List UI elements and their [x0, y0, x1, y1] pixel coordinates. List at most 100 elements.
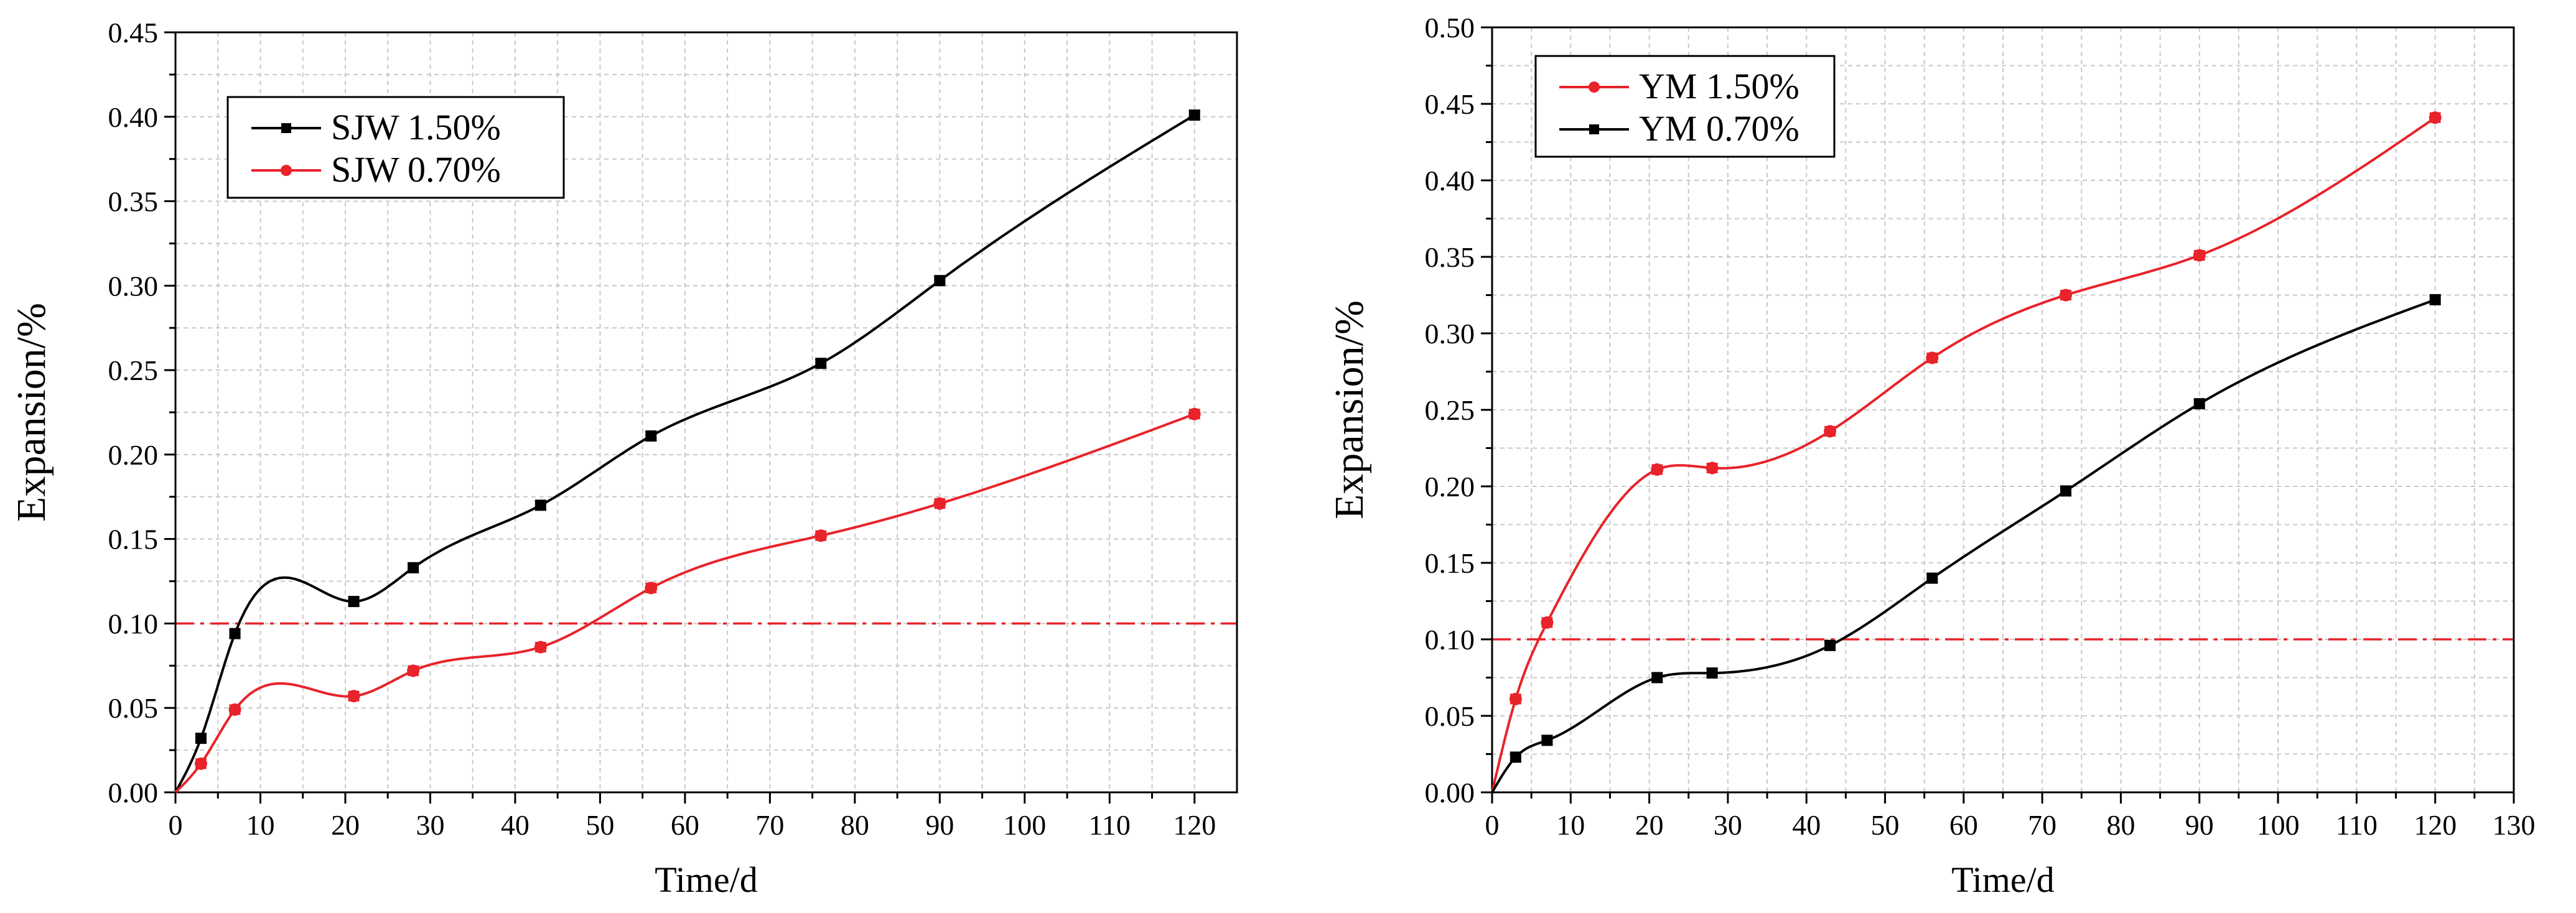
data-point	[2429, 294, 2441, 305]
y-tick-label: 0.45	[1425, 88, 1475, 120]
data-point	[2060, 289, 2073, 302]
x-tick-label: 130	[2493, 809, 2536, 841]
y-tick-label: 0.35	[108, 186, 159, 218]
y-tick-label: 0.20	[1425, 471, 1475, 503]
x-tick-label: 10	[246, 809, 274, 841]
y-tick-label: 0.10	[1425, 624, 1475, 656]
data-point	[1509, 692, 1522, 705]
data-point	[1510, 751, 1521, 763]
x-tick-label: 50	[1871, 809, 1900, 841]
x-tick-label: 120	[2414, 809, 2457, 841]
y-tick-label: 0.05	[1425, 700, 1475, 732]
y-tick-label: 0.45	[108, 17, 159, 49]
data-point	[408, 562, 419, 573]
chart-ym: 0 10 20 30 40 50 60 70 80 90 100 110 120 1300.000.050…	[1327, 12, 2536, 900]
legend-box	[226, 96, 565, 199]
data-point	[934, 275, 946, 287]
series-sjw-0-70-	[174, 407, 1201, 794]
x-axis: 0 10 20 30 40 50 60 70 80 90 100 110 120	[169, 792, 1216, 841]
x-tick-label: 90	[2185, 809, 2214, 841]
y-axis-title: Expansion/%	[1327, 300, 1372, 519]
data-point	[228, 703, 241, 716]
y-tick-label: 0.40	[108, 101, 159, 133]
data-point	[645, 582, 658, 595]
x-tick-label: 30	[416, 809, 444, 841]
y-tick-label: 0.15	[1425, 547, 1475, 579]
x-tick-label: 120	[1173, 809, 1216, 841]
chart-sjw: 0 10 20 30 40 50 60 70 80 90 100 110 120 0.00 0.05 0.10…	[9, 17, 1238, 900]
y-tick-label: 0.35	[1425, 241, 1475, 273]
y-tick-label: 0.10	[108, 608, 159, 639]
data-point	[2193, 249, 2206, 262]
y-tick-label: 0.30	[1425, 318, 1475, 350]
x-tick-label: 60	[1949, 809, 1978, 841]
data-point	[194, 757, 207, 770]
data-point	[1541, 735, 1553, 746]
x-tick-label: 20	[1635, 809, 1664, 841]
data-point	[407, 664, 420, 677]
series-line	[174, 114, 1195, 793]
data-point	[2429, 111, 2442, 124]
legend-label: SJW 0.70%	[331, 149, 501, 190]
x-tick-label: 10	[1556, 809, 1585, 841]
grid	[175, 32, 1237, 792]
x-tick-label: 60	[671, 809, 699, 841]
y-axis: 0.00 0.05 0.10 0.15 0.20 0.25 0.30 0.35 0.40 0.45…	[1425, 12, 1492, 809]
legend-marker	[281, 165, 292, 176]
data-point	[1541, 616, 1554, 629]
data-point	[645, 430, 657, 442]
data-point	[347, 690, 360, 703]
x-tick-label: 70	[755, 809, 784, 841]
data-point	[2193, 398, 2205, 410]
x-tick-label: 50	[586, 809, 614, 841]
x-axis-title: Time/d	[655, 860, 757, 900]
y-tick-label: 0.25	[1425, 394, 1475, 426]
data-point	[815, 358, 827, 369]
series-ym-0-70-	[1491, 294, 2441, 794]
legend-box	[1534, 55, 1836, 158]
data-point	[1188, 407, 1201, 420]
data-point	[1824, 639, 1836, 651]
x-axis-title: Time/d	[1951, 860, 2054, 900]
y-tick-label: 0.00	[108, 777, 159, 809]
data-point	[2060, 485, 2072, 497]
y-axis: 0.00 0.05 0.10 0.15 0.20 0.25 0.30 0.35 0.40 0.45	[108, 17, 175, 809]
y-tick-label: 0.05	[108, 692, 159, 724]
data-point	[1824, 425, 1837, 438]
legend: SJW 1.50%SJW 0.70%	[226, 96, 565, 199]
series-line	[1491, 299, 2436, 794]
data-point	[348, 596, 360, 608]
x-tick-label: 70	[2028, 809, 2056, 841]
data-point	[814, 529, 828, 542]
x-axis: 0 10 20 30 40 50 60 70 80 90 100 110 120 130	[1485, 792, 2536, 841]
legend-label: YM 1.50%	[1639, 66, 1799, 106]
series-line	[1491, 116, 2436, 793]
legend-marker	[1589, 81, 1600, 93]
x-tick-label: 80	[841, 809, 869, 841]
x-tick-label: 30	[1714, 809, 1742, 841]
data-point	[1926, 351, 1939, 364]
data-point	[1706, 461, 1719, 475]
legend-marker	[281, 123, 291, 133]
x-tick-label: 100	[2257, 809, 2300, 841]
data-point	[1706, 667, 1718, 679]
data-point	[195, 733, 207, 744]
series-line	[174, 412, 1195, 794]
x-tick-label: 80	[2106, 809, 2135, 841]
y-tick-label: 0.25	[108, 355, 159, 386]
legend-marker	[1589, 124, 1599, 134]
x-tick-label: 90	[925, 809, 954, 841]
data-point	[229, 628, 241, 639]
x-tick-label: 20	[331, 809, 360, 841]
legend: YM 1.50%YM 0.70%	[1534, 55, 1836, 158]
y-axis-title: Expansion/%	[9, 303, 54, 522]
y-tick-label: 0.40	[1425, 165, 1475, 197]
y-tick-label: 0.15	[108, 524, 159, 555]
legend-label: SJW 1.50%	[331, 107, 501, 147]
legend-label: YM 0.70%	[1639, 108, 1799, 149]
series-sjw-1-50-	[174, 109, 1200, 793]
x-tick-label: 40	[1792, 809, 1821, 841]
data-point	[933, 497, 946, 510]
x-tick-label: 40	[501, 809, 530, 841]
